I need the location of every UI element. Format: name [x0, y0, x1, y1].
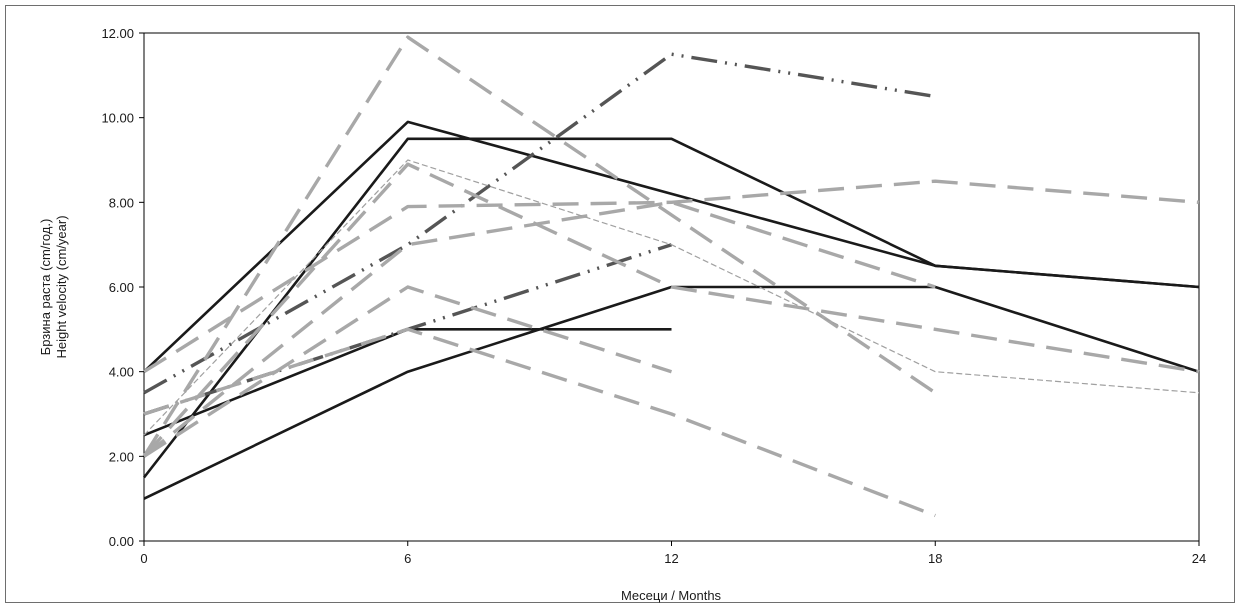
- series-line-2: [142, 137, 1200, 479]
- x-tick-label-0: 0: [140, 551, 147, 566]
- series-line-10: [143, 285, 673, 458]
- series-line-9: [142, 162, 1200, 458]
- x-tick-label-18: 18: [928, 551, 942, 566]
- series-line-12: [142, 200, 936, 458]
- series-line-3: [143, 285, 1200, 500]
- y-axis-ticks: 0.00 2.00 4.00 6.00 8.00 10.00 12.00: [101, 26, 144, 549]
- x-axis-ticks: 0 6 12 18 24: [140, 541, 1206, 566]
- series-line-13: [143, 159, 1200, 436]
- x-tick-label-24: 24: [1192, 551, 1206, 566]
- y-tick-label-4.00: 4.00: [109, 365, 134, 380]
- y-axis-title-line2: Height velocity (cm/year): [54, 215, 69, 358]
- y-tick-label-0.00: 0.00: [109, 534, 134, 549]
- series-line-5: [143, 52, 936, 395]
- series-line-11: [143, 327, 936, 518]
- x-tick-label-6: 6: [404, 551, 411, 566]
- series-line-1: [143, 120, 1200, 373]
- x-axis-title: Месеци / Months: [621, 588, 722, 603]
- series-line-7: [142, 35, 937, 458]
- x-tick-label-12: 12: [664, 551, 678, 566]
- y-tick-label-10.00: 10.00: [101, 111, 134, 126]
- series-line-8: [143, 179, 1200, 374]
- y-tick-label-6.00: 6.00: [109, 280, 134, 295]
- series-layer: [142, 35, 1200, 518]
- y-tick-label-8.00: 8.00: [109, 195, 134, 210]
- y-tick-label-12.00: 12.00: [101, 26, 134, 41]
- y-tick-label-2.00: 2.00: [109, 449, 134, 464]
- y-axis-title-line1: Брзина раста (cm/год.): [38, 219, 53, 356]
